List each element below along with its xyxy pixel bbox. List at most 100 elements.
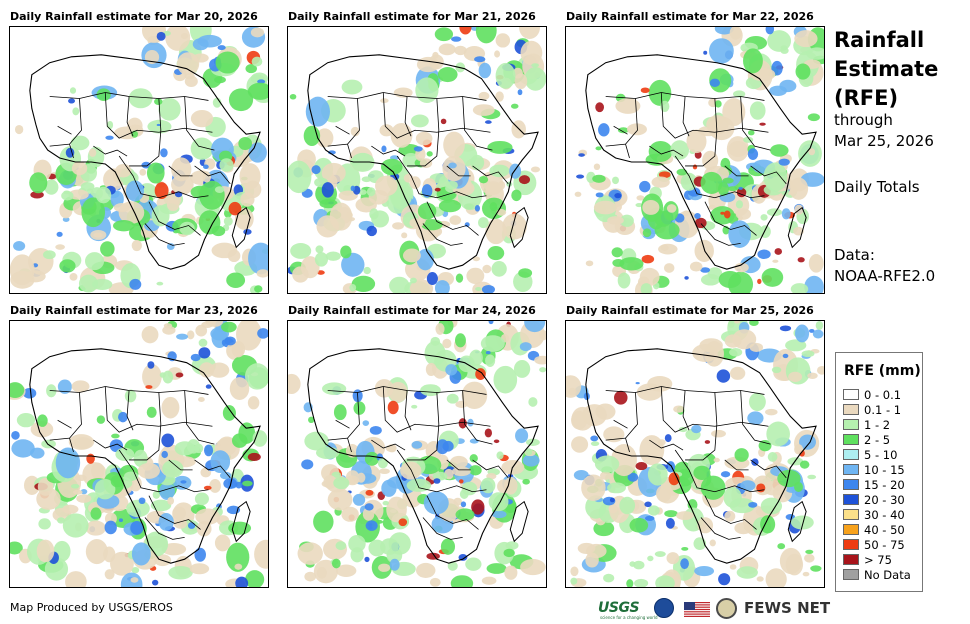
rainfall-cell <box>416 56 440 73</box>
rainfall-cell <box>10 254 35 286</box>
legend-item: 10 - 15 <box>843 464 905 477</box>
rainfall-cell <box>167 496 175 505</box>
rainfall-cell <box>524 67 546 91</box>
rainfall-cell <box>292 266 309 283</box>
rainfall-cell <box>375 519 384 524</box>
rainfall-cell <box>770 144 789 157</box>
rainfall-cell <box>62 217 70 223</box>
rainfall-cell <box>65 147 75 158</box>
rainfall-cell <box>663 263 675 273</box>
rainfall-cell <box>374 379 394 398</box>
rainfall-cell <box>732 329 757 350</box>
rainfall-cell <box>174 441 196 456</box>
rainfall-cell <box>619 257 644 271</box>
rainfall-cell <box>509 163 522 179</box>
rainfall-cell <box>692 164 698 170</box>
rainfall-cell <box>615 98 641 114</box>
rainfall-cell <box>530 166 541 173</box>
rainfall-cell <box>190 185 211 199</box>
legend-swatch <box>843 434 859 445</box>
rainfall-cell <box>59 259 76 273</box>
rainfall-cell <box>214 534 231 552</box>
rainfall-cell <box>288 160 312 194</box>
rainfall-cell <box>801 350 815 358</box>
legend-item: 0.1 - 1 <box>843 404 901 417</box>
rainfall-cell <box>511 189 522 202</box>
rainfall-cell <box>603 573 615 583</box>
rainfall-cell <box>137 462 160 479</box>
rainfall-cell <box>759 122 766 126</box>
rainfall-cell <box>722 177 734 184</box>
rainfall-cell <box>254 539 268 569</box>
rainfall-cell <box>438 199 462 213</box>
rainfall-cell <box>348 534 366 553</box>
legend-label: 20 - 30 <box>864 493 905 507</box>
rainfall-cell <box>626 579 634 587</box>
country-border <box>194 165 231 185</box>
rainfall-cell <box>198 397 205 402</box>
rainfall-cell <box>491 261 507 277</box>
rainfall-cell <box>335 564 357 577</box>
country-border <box>382 92 491 139</box>
country-border <box>674 155 765 199</box>
rainfall-cell <box>680 558 689 570</box>
rainfall-cell <box>740 480 756 492</box>
rainfall-cell <box>472 256 481 262</box>
country-border <box>184 96 215 151</box>
rainfall-cell <box>76 494 92 503</box>
rainfall-cell <box>194 492 209 506</box>
rainfall-cell <box>794 444 804 455</box>
rainfall-cell <box>234 207 254 230</box>
rainfall-cell <box>446 180 458 190</box>
rainfall-map-5 <box>287 320 547 588</box>
rainfall-cell <box>595 102 605 113</box>
rainfall-cell <box>150 499 172 512</box>
rainfall-cell <box>749 321 759 327</box>
rainfall-cell <box>748 392 766 412</box>
country-border <box>168 165 193 177</box>
rainfall-cell <box>808 148 816 156</box>
rainfall-cell <box>406 478 432 492</box>
madagascar-coastline <box>509 206 529 249</box>
country-border <box>327 98 360 147</box>
rainfall-cell <box>65 571 87 587</box>
rainfall-cell <box>614 193 622 199</box>
rainfall-cell <box>85 252 105 271</box>
rainfall-cell <box>290 242 312 259</box>
rainfall-cell <box>235 481 243 489</box>
rainfall-cell <box>807 372 818 379</box>
map-canvas <box>10 27 268 293</box>
rainfall-cell <box>607 482 626 494</box>
rainfall-cell <box>248 142 267 163</box>
rainfall-cell <box>749 101 766 120</box>
rainfall-cell <box>658 171 671 179</box>
rainfall-cell <box>162 459 184 478</box>
rainfall-cell <box>175 372 184 378</box>
rainfall-cell <box>194 547 206 562</box>
rainfall-cell <box>104 520 117 535</box>
rainfall-cell <box>450 575 474 587</box>
rainfall-cell <box>765 568 787 587</box>
rainfall-cell <box>118 518 124 522</box>
rainfall-cell <box>100 241 115 257</box>
country-border <box>126 96 134 137</box>
rainfall-cell <box>481 576 497 585</box>
rainfall-cell <box>581 474 606 502</box>
rainfall-cell <box>485 181 502 195</box>
rainfall-cell <box>141 326 159 344</box>
country-border <box>750 459 787 479</box>
rainfall-cell <box>434 280 450 293</box>
rainfall-cell <box>502 213 527 240</box>
rainfall-cell <box>30 421 54 438</box>
rainfall-cell <box>433 478 441 484</box>
rainfall-cell <box>316 270 325 275</box>
country-border <box>49 386 209 395</box>
legend-label: 30 - 40 <box>864 508 905 522</box>
rainfall-cell <box>288 373 301 394</box>
legend-swatch <box>843 419 859 430</box>
rainfall-cell <box>366 225 378 237</box>
rainfall-cell <box>797 257 805 263</box>
rainfall-cell <box>289 93 297 100</box>
rainfall-cell <box>503 548 515 558</box>
rainfall-cell <box>730 366 746 380</box>
